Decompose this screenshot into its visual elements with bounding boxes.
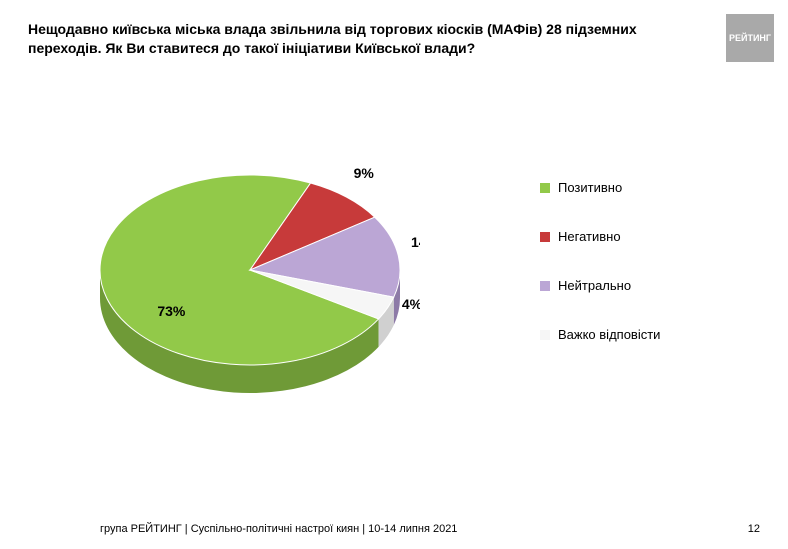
legend-label: Негативно — [558, 229, 621, 244]
pie-slice-label: 73% — [157, 303, 186, 319]
legend-item: Нейтрально — [540, 278, 660, 293]
pie-slice-label: 9% — [354, 165, 375, 181]
pie-svg: 73% 9% 14% 4% — [80, 120, 420, 420]
legend-label: Позитивно — [558, 180, 622, 195]
logo-text: РЕЙТИНГ — [729, 33, 771, 43]
legend-item: Позитивно — [540, 180, 660, 195]
legend-item: Негативно — [540, 229, 660, 244]
footer-page-number: 12 — [748, 523, 760, 535]
rating-logo: РЕЙТИНГ — [726, 14, 774, 62]
legend-swatch — [540, 330, 550, 340]
page-footer: група РЕЙТИНГ | Суспільно-політичні наст… — [0, 523, 788, 535]
legend-label: Нейтрально — [558, 278, 631, 293]
legend-label: Важко відповісти — [558, 327, 660, 342]
pie-slice-label: 4% — [402, 296, 420, 312]
legend-swatch — [540, 232, 550, 242]
chart-title: Нещодавно київська міська влада звільнил… — [28, 20, 698, 58]
legend-item: Важко відповісти — [540, 327, 660, 342]
legend-swatch — [540, 281, 550, 291]
pie-chart: 73% 9% 14% 4% — [80, 120, 420, 420]
legend-swatch — [540, 183, 550, 193]
pie-slice-label: 14% — [411, 234, 420, 250]
chart-header: Нещодавно київська міська влада звільнил… — [28, 20, 698, 58]
chart-legend: Позитивно Негативно Нейтрально Важко відпов… — [540, 180, 660, 342]
footer-source: група РЕЙТИНГ | Суспільно-політичні наст… — [100, 523, 457, 535]
